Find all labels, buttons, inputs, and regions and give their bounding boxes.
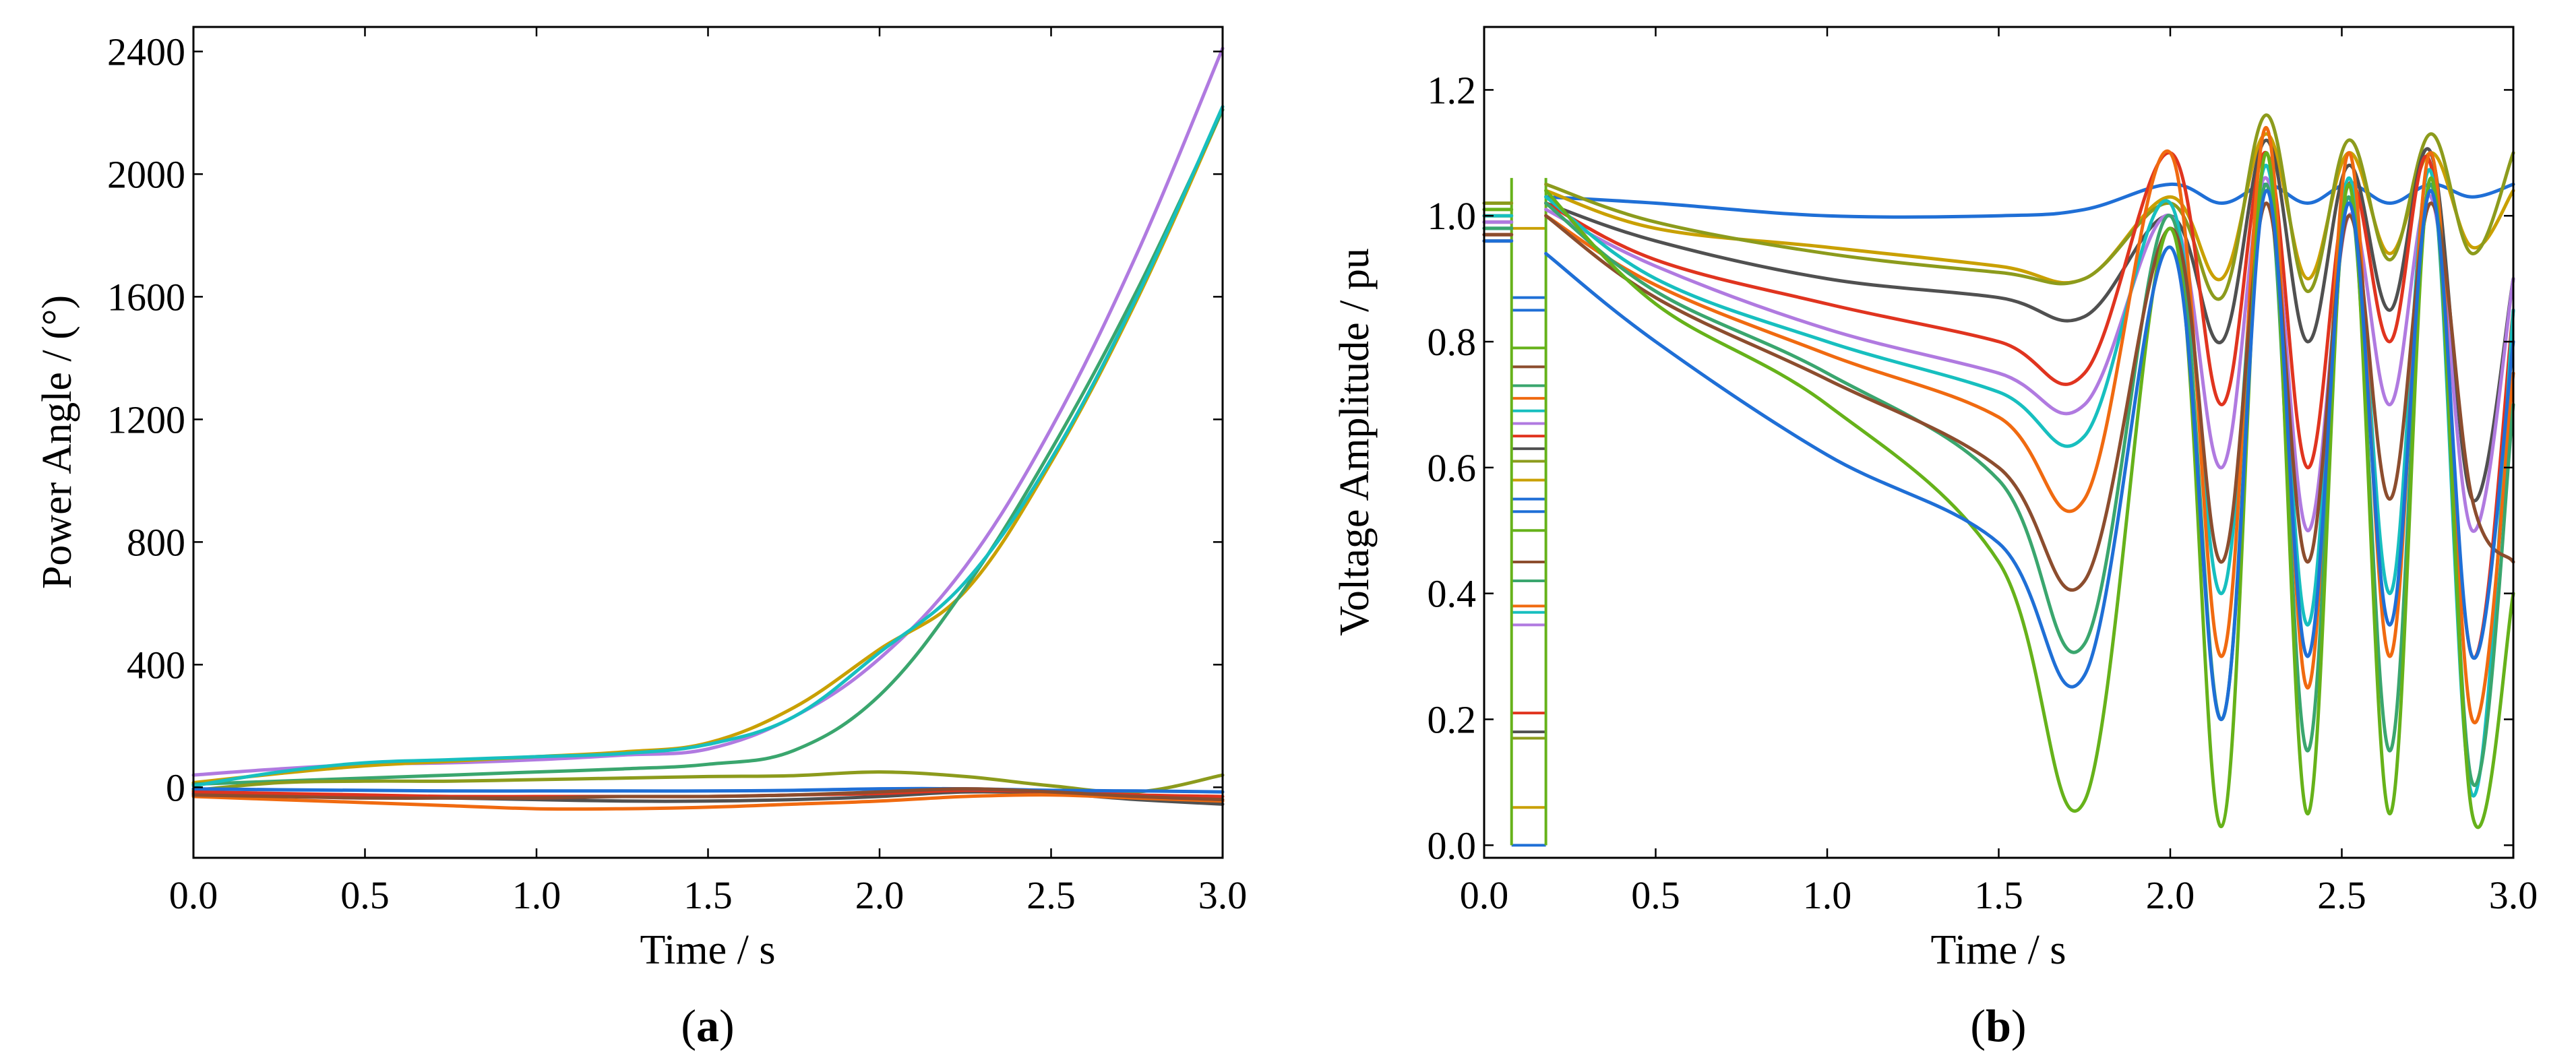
panel-a-series-group <box>191 46 1225 811</box>
x-tick-label: 1.0 <box>512 873 561 917</box>
panel-b-ticks <box>1483 27 2515 858</box>
series-line-b-violet <box>1482 176 2515 533</box>
x-tick-label: 1.0 <box>1803 873 1852 917</box>
x-tick-label: 3.0 <box>2489 873 2538 917</box>
y-tick-label: 0.2 <box>1428 698 1477 742</box>
panel-b-label-close: ) <box>2011 1000 2027 1051</box>
y-tick-label: 1600 <box>107 275 185 319</box>
y-tick-label: 0.4 <box>1428 572 1477 616</box>
panel-a-x-tick-labels: 0.0 0.5 1.0 1.5 2.0 2.5 3.0 <box>169 873 1248 917</box>
x-tick-label: 1.5 <box>1974 873 2023 917</box>
y-tick-label: 2000 <box>107 152 185 196</box>
x-tick-label: 3.0 <box>1198 873 1248 917</box>
panel-b-fault-window <box>1510 178 1547 847</box>
series-line-b-lime <box>1482 151 2515 830</box>
panel-b-label-letter: b <box>1986 1000 2011 1051</box>
panel-a-power-angle-chart: 0.0 0.5 1.0 1.5 2.0 2.5 3.0 0 400 800 1200 1600 200… <box>34 26 1248 1051</box>
panel-a-plot-frame <box>192 26 1224 859</box>
x-tick-label: 2.0 <box>855 873 904 917</box>
series-line-a-brown <box>191 787 1225 802</box>
x-tick-label: 0.0 <box>169 873 218 917</box>
series-line-a-violet <box>191 46 1225 777</box>
y-tick-label: 0 <box>166 765 185 809</box>
y-tick-label: 0.8 <box>1428 320 1477 364</box>
series-line-b-blue-low <box>1482 189 2515 722</box>
panel-b-x-axis-title: Time / s <box>1930 927 2066 973</box>
panel-b-series-group <box>1482 113 2515 830</box>
x-tick-label: 0.5 <box>340 873 390 917</box>
y-tick-label: 1200 <box>107 398 185 441</box>
x-tick-label: 0.0 <box>1460 873 1509 917</box>
panel-a-x-axis-title: Time / s <box>640 927 775 973</box>
series-line-a-seagreen <box>191 108 1225 786</box>
x-tick-label: 1.5 <box>683 873 733 917</box>
panel-b-label: (b) <box>1970 1000 2026 1051</box>
y-tick-label: 0.0 <box>1428 823 1477 867</box>
panel-a-label-close: ) <box>719 1000 735 1051</box>
panel-b-y-tick-labels: 0.0 0.2 0.4 0.6 0.8 1.0 1.2 <box>1428 68 1477 867</box>
y-tick-label: 1.0 <box>1428 194 1477 238</box>
y-tick-label: 800 <box>127 520 185 564</box>
panel-a-label: (a) <box>681 1000 734 1051</box>
panel-a-y-tick-labels: 0 400 800 1200 1600 2000 2400 <box>107 30 185 809</box>
panel-b-x-tick-labels: 0.0 0.5 1.0 1.5 2.0 2.5 3.0 <box>1460 873 2538 917</box>
series-line-b-olive <box>1482 113 2515 301</box>
panel-b-y-axis-title: Voltage Amplitude / pu <box>1332 248 1378 636</box>
panel-a-y-axis-title: Power Angle / (°) <box>34 295 80 589</box>
x-tick-label: 0.5 <box>1631 873 1680 917</box>
panel-b-label-open: ( <box>1970 1000 1986 1051</box>
panel-a-ticks <box>192 27 1224 858</box>
y-tick-label: 2400 <box>107 30 185 73</box>
series-line-a-olive <box>191 770 1225 794</box>
y-tick-label: 1.2 <box>1428 68 1477 112</box>
x-tick-label: 2.0 <box>2146 873 2195 917</box>
y-tick-label: 0.6 <box>1428 446 1477 490</box>
x-tick-label: 2.5 <box>1026 873 1076 917</box>
series-line-a-orange-gold <box>191 108 1225 784</box>
panel-a-label-open: ( <box>681 1000 696 1051</box>
series-line-a-teal <box>191 104 1225 788</box>
x-tick-label: 2.5 <box>2317 873 2366 917</box>
panel-b-voltage-amplitude-chart: 0.0 0.5 1.0 1.5 2.0 2.5 3.0 0.0 0.2 0.4 0.6 0.8 1.0… <box>1332 26 2538 1051</box>
series-line-a-orange <box>191 793 1225 811</box>
y-tick-label: 400 <box>127 643 185 687</box>
panel-a-label-letter: a <box>696 1000 719 1051</box>
